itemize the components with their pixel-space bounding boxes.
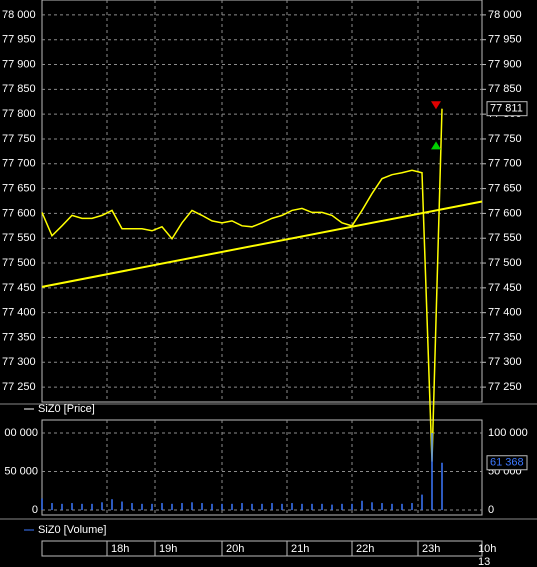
y-tick-label: 77 250 [488, 381, 522, 393]
y-tick-label: 77 700 [2, 158, 36, 170]
last-volume-label: 61 368 [490, 457, 524, 469]
y-tick-label: 77 600 [2, 207, 36, 219]
volume-panel [41, 419, 483, 516]
y-tick-label: 77 950 [488, 34, 522, 46]
y-tick-label: 77 350 [488, 331, 522, 343]
price-panel [41, 0, 483, 403]
y-tick-label: 77 400 [2, 307, 36, 319]
volume-tick-label: 100 000 [488, 427, 528, 439]
y-tick-label: 77 500 [2, 257, 36, 269]
x-tick-label: 20h [226, 543, 244, 555]
y-tick-label: 77 550 [488, 232, 522, 244]
y-tick-label: 77 450 [488, 282, 522, 294]
axis-end-label: 10h [478, 543, 496, 555]
y-tick-label: 77 900 [2, 58, 36, 70]
y-tick-label: 77 650 [488, 182, 522, 194]
y-tick-label: 77 650 [2, 182, 36, 194]
volume-tick-label: 0 [488, 504, 494, 516]
last-volume-box [486, 455, 528, 471]
y-tick-label: 77 450 [2, 282, 36, 294]
y-tick-label: 77 900 [488, 58, 522, 70]
y-tick-label: 78 000 [488, 9, 522, 21]
axis-end-label: 13 [478, 556, 490, 567]
y-tick-label: 77 250 [2, 381, 36, 393]
time-axis [41, 540, 483, 557]
y-tick-label: 77 850 [2, 83, 36, 95]
trend-line [41, 200, 483, 288]
y-tick-label: 77 750 [2, 133, 36, 145]
y-tick-label: 77 300 [488, 356, 522, 368]
y-tick-label: 77 500 [488, 257, 522, 269]
y-tick-label: 77 350 [2, 331, 36, 343]
legend-entry: SiZ0 [Price] [38, 403, 95, 415]
y-tick-label: 78 000 [2, 9, 36, 21]
last-price-label: 77 811 [490, 103, 523, 115]
x-tick-label: 23h [422, 543, 440, 555]
y-tick-label: 77 550 [2, 232, 36, 244]
y-tick-label: 77 800 [2, 108, 36, 120]
y-tick-label: 77 400 [488, 307, 522, 319]
x-tick-label: 22h [356, 543, 374, 555]
y-tick-label: 77 700 [488, 158, 522, 170]
legend-entry: SiZ0 [Volume] [38, 524, 106, 536]
volume-tick-label: 00 000 [4, 427, 38, 439]
last-price-box [486, 101, 528, 117]
price-line [41, 108, 443, 462]
trade-marker [431, 101, 441, 110]
y-tick-label: 77 950 [2, 34, 36, 46]
y-tick-label: 77 600 [488, 207, 522, 219]
volume-tick-label: 50 000 [4, 465, 38, 477]
y-tick-label: 77 850 [488, 83, 522, 95]
volume-tick-label: 0 [32, 504, 38, 516]
y-tick-label: 77 750 [488, 133, 522, 145]
x-tick-label: 21h [291, 543, 309, 555]
x-tick-label: 19h [159, 543, 177, 555]
y-tick-label: 77 300 [2, 356, 36, 368]
x-tick-label: 18h [111, 543, 129, 555]
trade-marker [431, 141, 441, 150]
